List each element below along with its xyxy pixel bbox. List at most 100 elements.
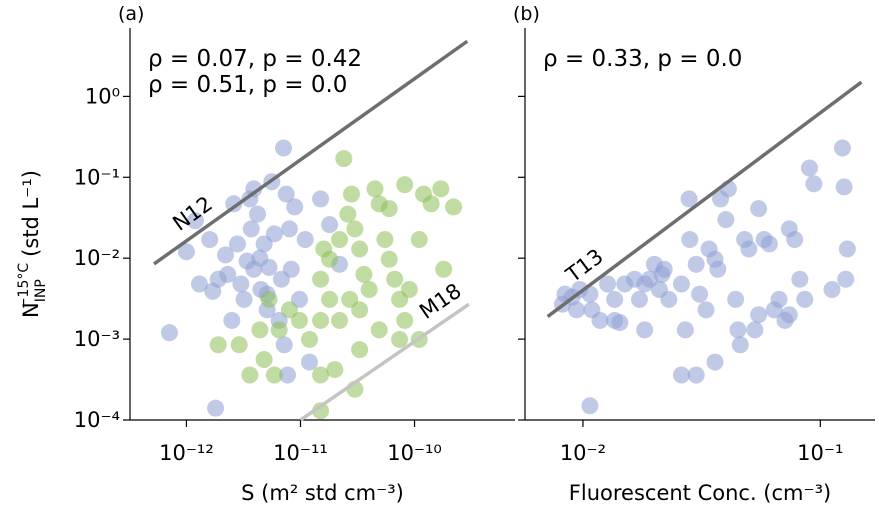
point — [435, 260, 453, 278]
point — [750, 306, 768, 324]
point — [275, 139, 293, 157]
point — [228, 235, 246, 253]
point — [280, 220, 298, 238]
point — [265, 366, 283, 384]
x-tick-label: 10⁻¹ — [797, 441, 843, 465]
point — [265, 225, 283, 243]
point — [400, 281, 418, 299]
point — [581, 397, 599, 415]
annotation: ρ = 0.33, p = 0.0 — [543, 46, 742, 72]
point — [660, 290, 678, 308]
point — [346, 220, 364, 238]
reference-line — [546, 80, 863, 318]
point — [396, 176, 414, 194]
x-tick-label: 10⁻¹² — [159, 441, 214, 465]
point — [282, 260, 300, 278]
point — [706, 353, 724, 371]
point — [786, 231, 804, 249]
point — [599, 275, 617, 293]
point — [249, 205, 267, 223]
point — [709, 260, 727, 278]
point — [232, 275, 250, 293]
point — [339, 205, 357, 223]
point — [279, 366, 297, 384]
y-label-sup: −15°C — [16, 263, 32, 310]
point — [326, 361, 344, 379]
point — [370, 321, 388, 339]
point — [655, 260, 673, 278]
point — [680, 190, 698, 208]
point — [729, 321, 747, 339]
point — [190, 275, 208, 293]
point — [280, 301, 298, 319]
point — [341, 290, 359, 308]
point — [796, 290, 814, 308]
point — [312, 366, 330, 384]
point — [380, 250, 398, 268]
point — [636, 321, 654, 339]
point — [223, 311, 241, 329]
x-tick-label: 10⁻¹⁰ — [387, 441, 442, 465]
point — [342, 185, 360, 203]
point — [380, 200, 398, 218]
point — [275, 336, 293, 354]
point — [432, 180, 450, 198]
point — [837, 270, 855, 288]
point — [241, 366, 259, 384]
point — [630, 290, 648, 308]
y-label-main: N — [19, 302, 43, 318]
point — [740, 240, 758, 258]
point — [301, 330, 319, 348]
reference-line — [153, 39, 469, 266]
reference-line-label: M18 — [415, 279, 466, 324]
point — [245, 260, 263, 278]
point — [242, 220, 260, 238]
point — [251, 321, 269, 339]
point — [360, 281, 378, 299]
point — [207, 399, 225, 417]
point — [312, 190, 330, 208]
point — [410, 231, 428, 249]
panel-label: (a) — [118, 3, 144, 25]
point — [750, 200, 768, 218]
point — [727, 290, 745, 308]
point — [805, 175, 823, 193]
y-tick-label: 10⁰ — [85, 84, 120, 108]
point — [260, 290, 278, 308]
point — [717, 211, 735, 229]
point — [186, 212, 204, 230]
point — [833, 139, 851, 157]
point — [315, 240, 333, 258]
point — [290, 290, 308, 308]
point — [780, 306, 798, 324]
point — [687, 255, 705, 273]
y-tick-label: 10⁻⁴ — [74, 408, 120, 432]
point — [445, 198, 463, 216]
point — [681, 231, 699, 249]
point — [568, 301, 586, 319]
point — [396, 311, 414, 329]
y-label-unit: (std L⁻¹) — [19, 170, 43, 257]
point — [691, 285, 709, 303]
point — [697, 301, 715, 319]
y-axis-label: NINP−15°C (std L⁻¹) — [16, 170, 49, 318]
point — [606, 311, 624, 329]
point — [672, 366, 690, 384]
y-tick-label: 10⁻³ — [74, 327, 120, 351]
point — [391, 330, 409, 348]
point — [791, 270, 809, 288]
reference-line — [299, 302, 470, 422]
y-tick-label: 10⁻² — [74, 246, 120, 270]
point — [219, 265, 237, 283]
point — [235, 290, 253, 308]
point — [331, 231, 349, 249]
point — [296, 231, 314, 249]
annotation: ρ = 0.07, p = 0.42 — [148, 46, 362, 72]
point — [335, 150, 353, 168]
point — [312, 270, 330, 288]
point — [301, 353, 319, 371]
x-axis-label: S (m² std cm⁻³) — [241, 481, 404, 505]
panel-label: (b) — [513, 3, 540, 25]
point — [209, 336, 227, 354]
